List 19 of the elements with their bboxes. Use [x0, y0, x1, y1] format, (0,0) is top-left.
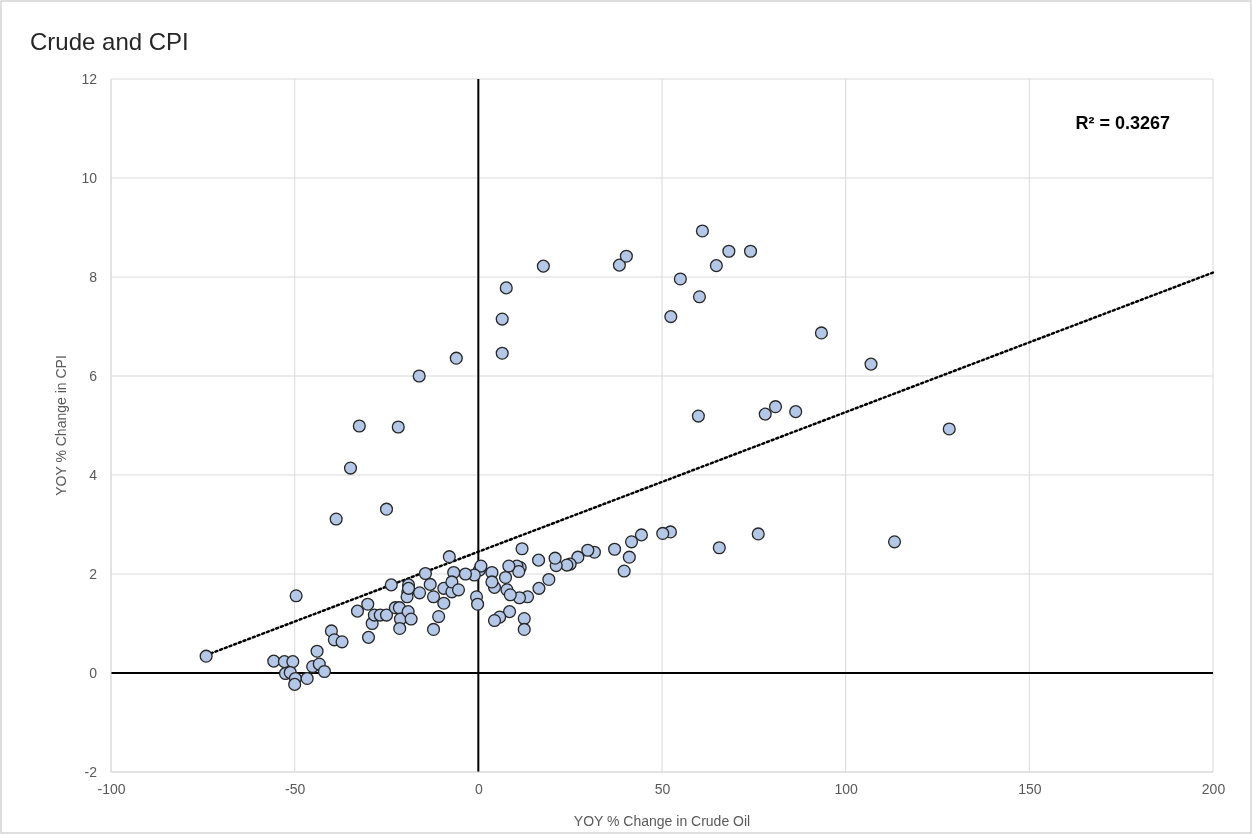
x-tick-label: 200 — [1201, 780, 1226, 797]
y-tick-label: 8 — [89, 268, 98, 285]
x-tick-label: 100 — [834, 780, 859, 797]
chart-title: Crude and CPI — [30, 28, 189, 55]
x-tick-label: 0 — [474, 780, 483, 797]
y-tick-label: -2 — [84, 763, 98, 780]
y-axis-title: YOY % Change in CPI — [53, 355, 69, 496]
y-tick-label: 6 — [89, 367, 98, 384]
y-tick-label: 10 — [81, 169, 98, 186]
x-axis-title: YOY % Change in Crude Oil — [573, 813, 751, 829]
y-tick-label: 4 — [89, 466, 98, 483]
y-tick-label: 0 — [89, 664, 98, 681]
x-tick-label: 50 — [654, 780, 671, 797]
x-tick-label: 150 — [1018, 780, 1042, 797]
y-tick-label: 12 — [81, 70, 98, 87]
x-tick-label: -50 — [285, 780, 306, 797]
annotation: R² = 0.3267 — [1075, 113, 1170, 133]
y-tick-label: 2 — [89, 565, 98, 582]
x-tick-label: -100 — [97, 780, 126, 797]
